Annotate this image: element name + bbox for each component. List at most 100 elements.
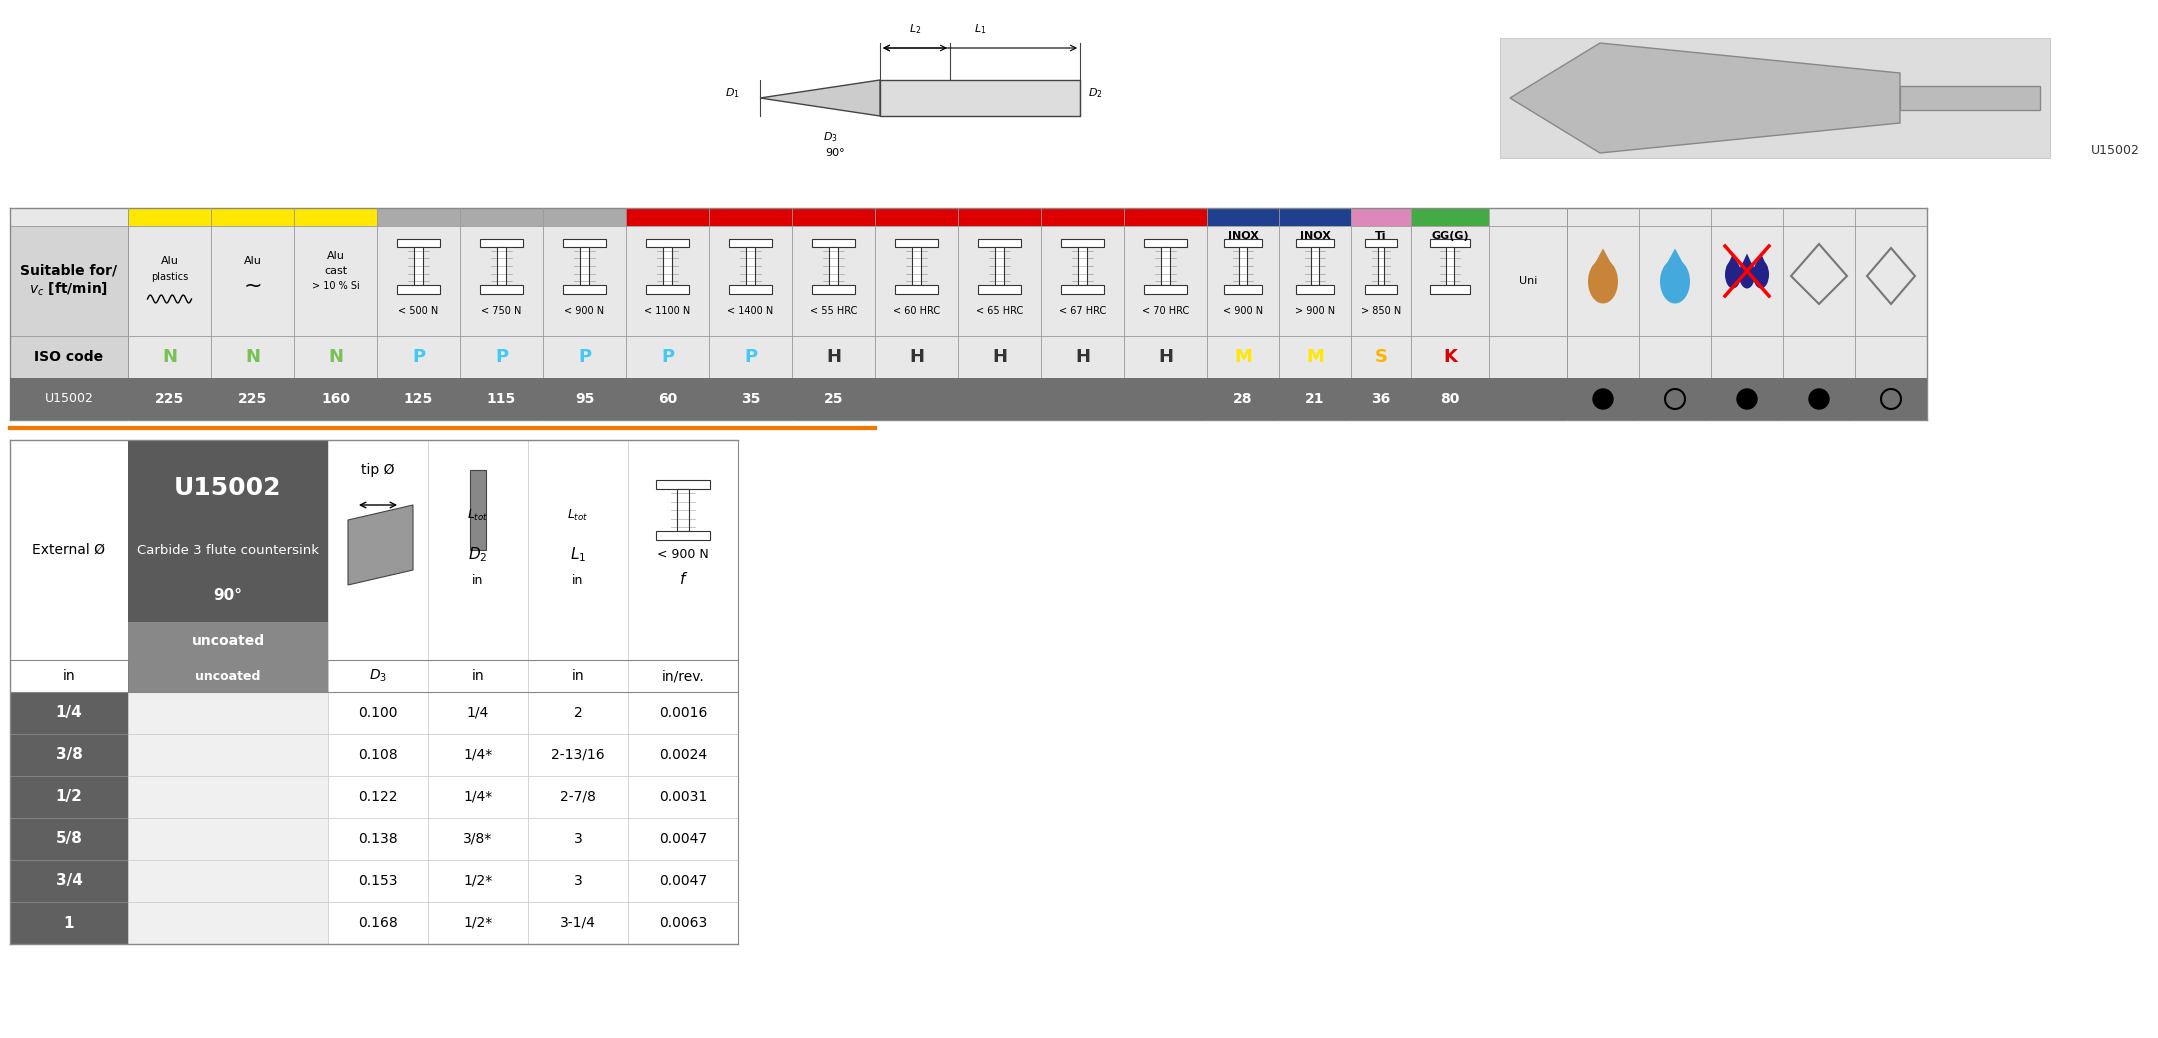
Text: Uni: Uni xyxy=(1519,276,1536,286)
Bar xyxy=(1783,378,1856,420)
Text: $D_2$: $D_2$ xyxy=(468,546,488,565)
Text: 3: 3 xyxy=(574,874,583,887)
Bar xyxy=(11,734,127,776)
Text: < 60 HRC: < 60 HRC xyxy=(893,306,941,316)
Bar xyxy=(563,285,606,294)
Bar xyxy=(628,776,738,818)
Bar xyxy=(427,776,529,818)
Bar xyxy=(1297,285,1334,294)
Text: tip Ø: tip Ø xyxy=(360,463,395,477)
Text: Alu: Alu xyxy=(160,256,179,266)
Polygon shape xyxy=(1742,253,1754,268)
Text: cast: cast xyxy=(324,266,347,276)
Bar xyxy=(1206,208,1280,226)
Ellipse shape xyxy=(1739,261,1754,289)
Bar xyxy=(1297,239,1334,247)
Bar xyxy=(1638,226,1711,420)
Ellipse shape xyxy=(1752,261,1770,289)
Bar xyxy=(328,660,427,692)
Bar xyxy=(1161,247,1170,285)
Bar xyxy=(792,208,874,226)
Bar xyxy=(496,247,507,285)
Bar xyxy=(1280,208,1351,226)
Bar xyxy=(1040,208,1124,226)
Bar xyxy=(1310,247,1319,285)
Bar xyxy=(995,247,1003,285)
Bar xyxy=(127,440,328,660)
Bar xyxy=(1567,226,1638,420)
Text: 90°: 90° xyxy=(214,588,242,602)
Text: 5/8: 5/8 xyxy=(56,831,82,847)
Text: 0.0024: 0.0024 xyxy=(658,748,708,762)
Text: GG(G): GG(G) xyxy=(1431,231,1470,241)
Bar xyxy=(211,208,293,226)
Bar xyxy=(328,861,427,902)
Bar xyxy=(127,902,328,944)
Polygon shape xyxy=(1590,248,1614,271)
Bar xyxy=(913,247,921,285)
Text: 1/4: 1/4 xyxy=(56,706,82,720)
Text: < 70 HRC: < 70 HRC xyxy=(1142,306,1189,316)
Text: 1: 1 xyxy=(65,916,73,930)
Text: M: M xyxy=(1306,348,1325,366)
Text: 1/4: 1/4 xyxy=(466,706,490,720)
Bar xyxy=(1411,378,1489,420)
Bar xyxy=(1144,239,1187,247)
Text: 25: 25 xyxy=(824,392,844,406)
Bar xyxy=(811,285,855,294)
Text: $L_1$: $L_1$ xyxy=(570,546,587,565)
Text: Ti: Ti xyxy=(1375,231,1388,241)
Bar xyxy=(479,285,522,294)
Bar xyxy=(127,776,328,818)
Text: P: P xyxy=(745,348,757,366)
Text: H: H xyxy=(1075,348,1090,366)
Text: $L_{tot}$: $L_{tot}$ xyxy=(468,508,488,522)
Bar xyxy=(1500,38,2050,158)
Bar xyxy=(663,247,671,285)
Text: < 67 HRC: < 67 HRC xyxy=(1060,306,1107,316)
Text: INOX: INOX xyxy=(1228,231,1258,241)
Text: plastics: plastics xyxy=(151,272,188,282)
Text: H: H xyxy=(909,348,924,366)
Text: External Ø: External Ø xyxy=(32,543,106,557)
Text: P: P xyxy=(494,348,507,366)
Text: $L_2$: $L_2$ xyxy=(909,22,921,36)
Text: < 65 HRC: < 65 HRC xyxy=(975,306,1023,316)
Text: H: H xyxy=(1159,348,1174,366)
Text: in: in xyxy=(572,670,585,683)
Bar xyxy=(397,285,440,294)
Circle shape xyxy=(1808,389,1830,409)
Bar xyxy=(645,239,688,247)
Text: in: in xyxy=(473,574,483,586)
Text: uncoated: uncoated xyxy=(192,634,265,648)
Bar xyxy=(378,208,460,226)
Text: Carbide 3 flute countersink: Carbide 3 flute countersink xyxy=(136,544,319,556)
Bar xyxy=(1040,378,1124,420)
Bar xyxy=(529,861,628,902)
Bar xyxy=(11,692,127,734)
Bar xyxy=(628,734,738,776)
Bar xyxy=(1856,226,1927,420)
Bar xyxy=(529,660,628,692)
Text: N: N xyxy=(246,348,259,366)
Bar xyxy=(127,734,328,776)
Bar xyxy=(710,208,792,226)
Bar xyxy=(1711,378,1783,420)
Text: N: N xyxy=(328,348,343,366)
Text: 1/4*: 1/4* xyxy=(464,748,492,762)
Bar xyxy=(11,440,127,660)
Text: Alu: Alu xyxy=(326,251,345,261)
Bar xyxy=(1206,378,1280,420)
Polygon shape xyxy=(1664,248,1688,271)
Bar xyxy=(978,285,1021,294)
Bar xyxy=(710,378,792,420)
Bar xyxy=(747,247,755,285)
Bar xyxy=(978,239,1021,247)
Bar xyxy=(1567,378,1638,420)
Bar xyxy=(1124,208,1206,226)
Bar xyxy=(729,285,773,294)
Bar xyxy=(127,378,211,420)
Bar xyxy=(626,378,710,420)
Bar xyxy=(414,247,423,285)
Ellipse shape xyxy=(1588,260,1618,303)
